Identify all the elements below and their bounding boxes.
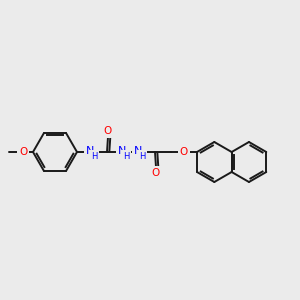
Text: O: O	[180, 147, 188, 157]
Text: N: N	[118, 146, 126, 156]
Text: O: O	[19, 147, 27, 157]
Text: H: H	[139, 152, 145, 161]
Text: N: N	[134, 146, 142, 156]
Text: O: O	[152, 167, 160, 178]
Text: N: N	[86, 146, 94, 156]
Text: H: H	[91, 152, 97, 161]
Text: H: H	[123, 152, 129, 161]
Text: O: O	[104, 127, 112, 136]
